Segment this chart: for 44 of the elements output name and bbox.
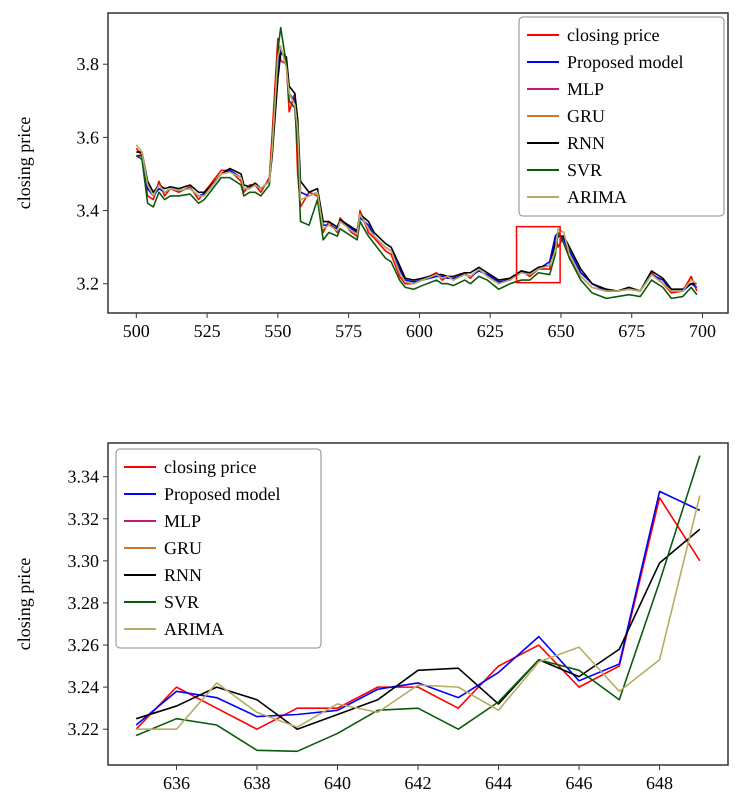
y-tick-label: 3.32 xyxy=(68,508,99,529)
legend-label: Proposed model xyxy=(164,484,280,504)
y-tick-label: 3.28 xyxy=(68,592,99,613)
legend-label: ARIMA xyxy=(164,619,224,639)
legend-label: RNN xyxy=(164,565,202,585)
legend-label: GRU xyxy=(164,538,202,558)
legend-label: closing price xyxy=(567,25,660,45)
x-tick-label: 500 xyxy=(122,321,150,341)
legend-label: closing price xyxy=(164,457,256,477)
legend-label: MLP xyxy=(164,511,202,531)
y-tick-label: 3.8 xyxy=(76,54,99,74)
x-tick-label: 525 xyxy=(194,321,221,341)
x-tick-label: 644 xyxy=(485,773,512,793)
y-tick-label: 3.34 xyxy=(68,466,99,487)
legend-label: MLP xyxy=(567,79,604,99)
line-series xyxy=(135,454,701,752)
legend-label: Proposed model xyxy=(567,52,684,72)
legend-label: RNN xyxy=(567,133,606,153)
x-tick-label: 550 xyxy=(264,321,292,341)
x-tick-label: 646 xyxy=(566,773,593,793)
y-tick-label: 3.30 xyxy=(68,550,99,571)
x-tick-label: 648 xyxy=(646,773,674,793)
legend-label: SVR xyxy=(164,592,200,612)
y-tick-label: 3.6 xyxy=(76,127,99,148)
x-tick-label: 575 xyxy=(335,321,362,341)
x-tick-label: 640 xyxy=(324,773,351,793)
x-tick-label: 642 xyxy=(404,773,432,793)
x-tick-label: 636 xyxy=(162,773,190,793)
legend-label: GRU xyxy=(567,106,606,126)
legend-label: ARIMA xyxy=(567,187,628,207)
y-tick-label: 3.22 xyxy=(68,719,99,740)
y-tick-label: 3.24 xyxy=(68,677,99,698)
y-tick-label: 3.2 xyxy=(76,274,99,294)
x-tick-label: 700 xyxy=(689,321,716,341)
x-tick-label: 650 xyxy=(547,321,574,341)
y-axis-title: closing price xyxy=(14,116,34,210)
x-tick-label: 638 xyxy=(243,773,270,793)
x-tick-label: 625 xyxy=(476,321,504,341)
x-tick-label: 600 xyxy=(406,321,433,341)
y-axis-title: closing price xyxy=(14,558,34,650)
legend-label: SVR xyxy=(567,160,602,180)
y-tick-label: 3.4 xyxy=(76,200,99,221)
x-tick-label: 675 xyxy=(618,321,646,341)
y-tick-label: 3.26 xyxy=(68,635,99,656)
